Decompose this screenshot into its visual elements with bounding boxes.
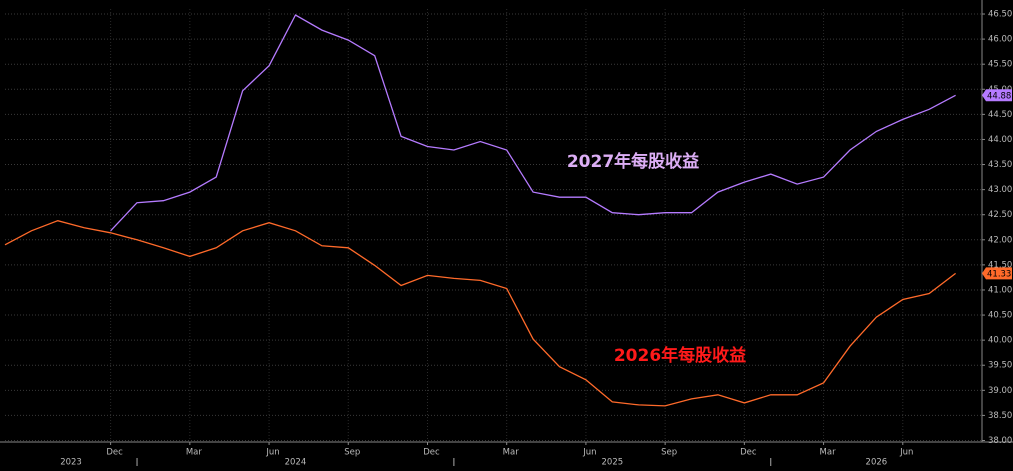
y-tick-label: 40.50 <box>988 311 1012 321</box>
x-tick-label: Jun <box>899 448 913 458</box>
y-tick-label: 44.00 <box>988 135 1012 145</box>
y-tick-label: 43.50 <box>988 160 1012 170</box>
y-tick-label: 39.00 <box>988 386 1012 396</box>
y-tick-label: 41.50 <box>988 260 1012 270</box>
y-tick-label: 44.50 <box>988 110 1012 120</box>
year-label: 2024 <box>285 458 307 468</box>
y-tick-label: 39.50 <box>988 361 1012 371</box>
y-tick-label: 46.50 <box>988 10 1012 20</box>
year-label: 2023 <box>60 458 82 468</box>
last-value-tag <box>982 89 1012 102</box>
y-tick-label: 43.00 <box>988 185 1012 195</box>
x-tick-label: Jun <box>582 448 596 458</box>
x-tick-label: Jun <box>265 448 279 458</box>
last-value-tag <box>982 267 1012 280</box>
y-tick-label: 40.00 <box>988 336 1012 346</box>
y-tick-label: 46.00 <box>988 35 1012 45</box>
x-tick-label: Dec <box>423 448 440 458</box>
last-value-label: 44.88 <box>987 91 1011 101</box>
series-line <box>110 14 956 232</box>
x-tick-label: Mar <box>820 448 837 458</box>
last-value-label: 41.33 <box>987 269 1011 279</box>
y-tick-label: 45.50 <box>988 60 1012 70</box>
x-tick-label: Mar <box>503 448 520 458</box>
x-tick-label: Sep <box>661 448 677 458</box>
y-tick-label: 42.50 <box>988 210 1012 220</box>
y-tick-label: 42.00 <box>988 235 1012 245</box>
x-tick-label: Sep <box>344 448 360 458</box>
series-label: 2026年每股收益 <box>614 345 746 366</box>
x-tick-label: Dec <box>740 448 757 458</box>
series-line <box>4 220 956 407</box>
x-tick-label: Dec <box>106 448 123 458</box>
series-label: 2027年每股收益 <box>567 151 699 172</box>
year-label: 2025 <box>602 458 624 468</box>
x-tick-label: Mar <box>186 448 203 458</box>
y-tick-label: 38.50 <box>988 411 1012 421</box>
y-tick-label: 38.00 <box>988 436 1012 446</box>
year-label: 2026 <box>866 458 888 468</box>
y-tick-label: 41.00 <box>988 285 1012 295</box>
